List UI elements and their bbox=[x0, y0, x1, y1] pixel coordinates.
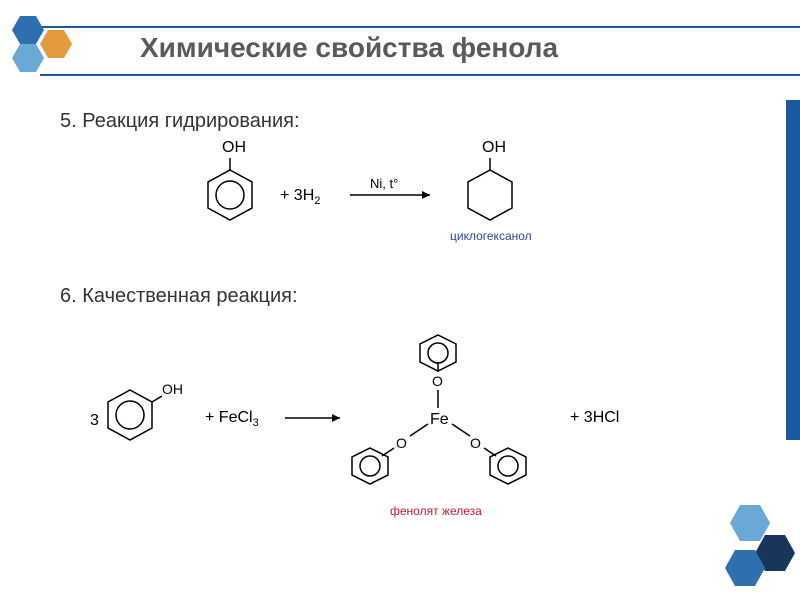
hex-icon bbox=[40, 30, 72, 58]
compound-name: циклогексанол bbox=[450, 229, 532, 243]
hex-icon bbox=[12, 44, 44, 72]
svg-text:+ 3HCl: + 3HCl bbox=[570, 409, 619, 426]
hex-icon bbox=[12, 16, 44, 44]
svg-text:Ni, t°: Ni, t° bbox=[370, 176, 398, 191]
svg-text:3: 3 bbox=[90, 412, 99, 429]
svg-text:O: O bbox=[470, 435, 481, 451]
svg-text:+ FeCl3: + FeCl3 bbox=[205, 409, 259, 429]
svg-text:OH: OH bbox=[162, 381, 183, 397]
svg-text:O: O bbox=[432, 373, 443, 389]
hex-cluster-top-left bbox=[0, 8, 120, 103]
side-accent-bar bbox=[786, 100, 800, 440]
svg-text:O: O bbox=[396, 435, 407, 451]
phenol-structure: OH bbox=[208, 139, 252, 220]
hex-icon bbox=[730, 505, 770, 541]
svg-text:OH: OH bbox=[482, 139, 506, 156]
iron-phenolate-structure: Fe O O O bbox=[352, 335, 526, 484]
page-title: Химические свойства фенола bbox=[140, 32, 558, 64]
compound-name: фенолят железа bbox=[390, 504, 482, 518]
svg-text:Fe: Fe bbox=[430, 411, 449, 428]
hydrogenation-reaction: OH + 3H2 Ni, t° OH циклогексанол bbox=[180, 130, 700, 270]
phenol-structure: OH bbox=[108, 381, 183, 440]
reaction-arrow-icon: Ni, t° bbox=[350, 176, 430, 199]
qualitative-reaction: 3 OH + FeCl3 Fe O O O + 3HCl фенолят жел… bbox=[80, 330, 720, 560]
svg-text:+ 3H2: + 3H2 bbox=[280, 187, 320, 207]
cyclohexanol-structure: OH циклогексанол bbox=[450, 139, 532, 243]
section-6-heading: 6. Качественная реакция: bbox=[60, 285, 298, 308]
svg-text:OH: OH bbox=[222, 139, 246, 156]
reaction-arrow-icon bbox=[285, 414, 340, 422]
